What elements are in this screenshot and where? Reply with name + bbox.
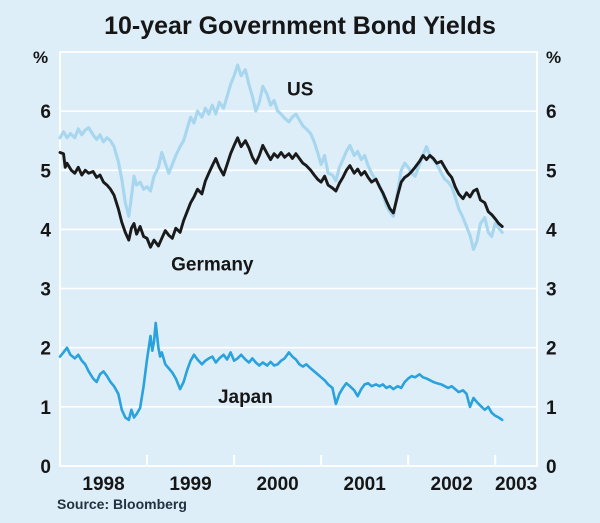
y-tick-label-left: 4 [40,220,51,241]
x-tick-label: 2000 [256,474,298,495]
y-tick-label-right: 4 [546,220,557,241]
y-tick-label-left: 1 [40,398,51,419]
japan-line [58,321,504,422]
y-tick-label-right: 6 [546,102,557,123]
germany-series-label: Germany [171,255,254,276]
us-line [58,63,504,252]
y-tick-label-left: 3 [40,280,51,301]
source-note: Source: Bloomberg [57,496,187,512]
x-tick-label: 1998 [82,474,124,495]
x-tick-label: 2001 [344,474,387,495]
plot-frame [59,51,538,467]
y-tick-label-right: 3 [546,280,557,301]
germany-line [58,136,504,249]
y-tick-label-right: 2 [546,339,557,360]
japan-series-label: Japan [218,387,273,408]
us-series-label: US [287,80,313,101]
y-tick-label-left: 0 [40,457,51,478]
y-tick-label-right: 1 [546,398,557,419]
chart-title: 10-year Government Bond Yields [104,12,496,40]
y-axis-unit-right: % [546,48,562,67]
x-tick-label: 2002 [431,474,473,495]
y-tick-label-left: 6 [40,102,51,123]
y-tick-label-right: 0 [546,457,557,478]
y-tick-label-left: 2 [40,339,51,360]
x-tick-label: 2003 [495,474,537,495]
y-tick-label-left: 5 [40,161,51,182]
y-axis-unit-left: % [33,48,49,67]
y-tick-label-right: 5 [546,161,557,182]
x-tick-label: 1999 [169,474,211,495]
